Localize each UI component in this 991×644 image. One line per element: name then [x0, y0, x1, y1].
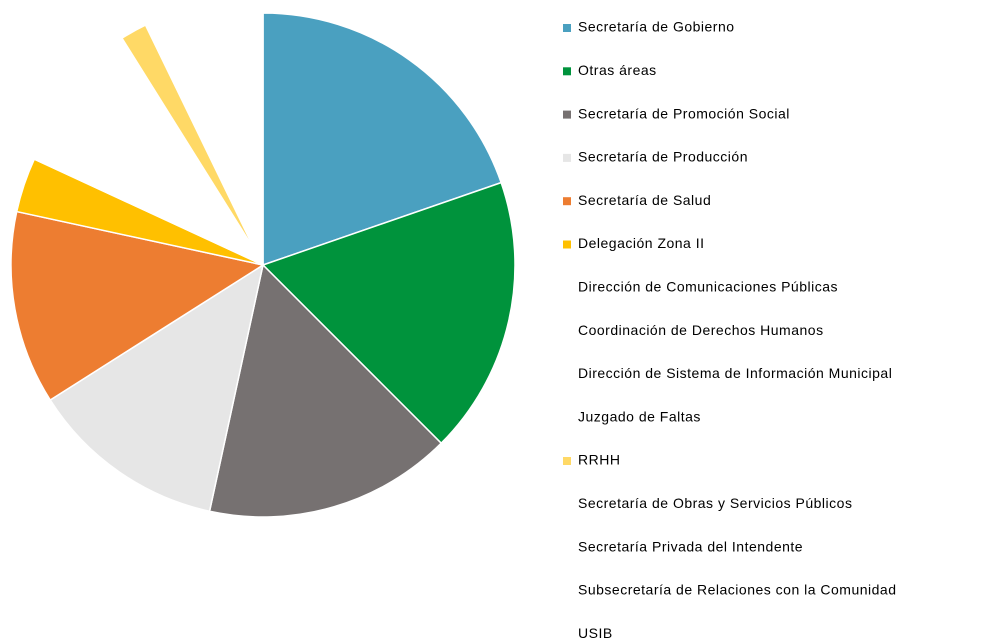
pie-slice: [98, 50, 264, 266]
legend-label: Secretaría de Promoción Social: [578, 105, 790, 121]
pie-slice: [261, 181, 516, 445]
legend-swatch: [563, 586, 571, 595]
legend-label: Subsecretaría de Relaciones con la Comun…: [578, 582, 897, 598]
legend-label: Delegación Zona II: [578, 235, 705, 251]
legend-swatch: [563, 67, 571, 76]
pie-slice: [120, 24, 257, 253]
legend-label: Dirección de Comunicaciones Públicas: [578, 279, 838, 295]
legend-label: Secretaría Privada del Intendente: [578, 538, 803, 554]
legend-swatch: [563, 500, 571, 509]
legend-label: Juzgado de Faltas: [578, 408, 701, 424]
legend-label: Secretaría de Producción: [578, 149, 748, 165]
pie-slice: [233, 12, 264, 266]
legend-label: RRHH: [578, 452, 620, 468]
legend-label: Otras áreas: [578, 62, 657, 78]
legend-swatch: [563, 630, 571, 639]
legend-swatch: [563, 24, 571, 32]
legend-label: Secretaría de Obras y Servicios Públicos: [578, 495, 852, 511]
legend-swatch: [563, 413, 571, 422]
legend-label: Coordinación de Derechos Humanos: [578, 322, 824, 338]
legend-swatch: [563, 153, 571, 162]
legend-label: Secretaría de Salud: [578, 192, 711, 208]
pie-slice: [49, 263, 265, 513]
legend-swatch: [563, 327, 571, 336]
pie-slice: [208, 263, 443, 518]
legend-swatch: [563, 543, 571, 552]
legend-label: Dirección de Sistema de Información Muni…: [578, 365, 892, 381]
legend-label: Secretaría de Gobierno: [578, 19, 735, 35]
pie-slice: [10, 210, 265, 402]
legend-swatch: [563, 240, 571, 249]
legend-swatch: [563, 283, 571, 292]
legend-swatch: [563, 457, 571, 465]
pie-slice: [262, 12, 503, 267]
legend-label: USIB: [578, 625, 613, 641]
legend-swatch: [563, 110, 571, 119]
legend-swatch: [563, 370, 571, 379]
legend-swatch: [563, 197, 571, 206]
